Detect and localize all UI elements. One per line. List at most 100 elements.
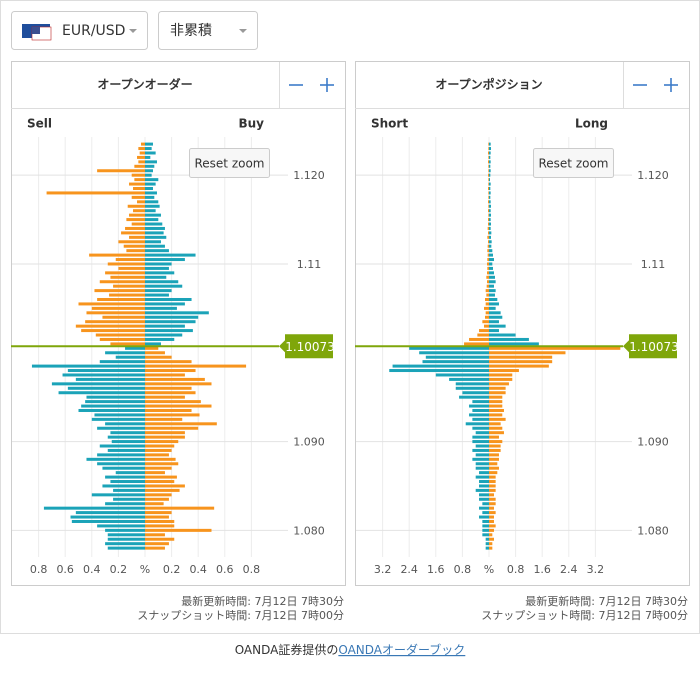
- bar: [145, 151, 156, 155]
- bar: [145, 515, 169, 519]
- bar: [145, 435, 185, 439]
- bar: [126, 218, 145, 222]
- bar: [67, 369, 145, 373]
- bar: [487, 271, 489, 275]
- bar: [489, 497, 496, 501]
- bar: [141, 142, 145, 146]
- bar: [488, 231, 489, 235]
- bar: [145, 191, 157, 195]
- bar: [145, 537, 175, 541]
- bar: [472, 440, 489, 444]
- bar: [115, 471, 145, 475]
- bar: [489, 315, 503, 319]
- bar: [137, 155, 145, 159]
- bar: [97, 524, 145, 528]
- bar: [489, 253, 493, 257]
- bar: [145, 258, 185, 262]
- bar: [485, 315, 489, 319]
- bar: [145, 142, 153, 146]
- bar: [145, 528, 212, 532]
- bar: [489, 542, 493, 546]
- bar: [489, 226, 491, 230]
- bar: [489, 413, 503, 417]
- bar: [127, 204, 145, 208]
- bar: [86, 457, 145, 461]
- bar: [488, 204, 489, 208]
- bar: [425, 355, 489, 359]
- bar: [85, 320, 145, 324]
- bar: [472, 426, 489, 430]
- bar: [472, 408, 489, 412]
- bar: [489, 493, 494, 497]
- bar: [145, 426, 199, 430]
- bar: [145, 240, 161, 244]
- x-tick-label: 0.8: [454, 563, 472, 576]
- bar: [129, 213, 145, 217]
- bar: [118, 240, 145, 244]
- bar: [479, 480, 489, 484]
- pair-label[interactable]: EUR/USD: [62, 23, 125, 39]
- bar: [105, 422, 145, 426]
- bar: [105, 528, 145, 532]
- bar: [145, 453, 169, 457]
- bar: [485, 537, 489, 541]
- bar: [489, 231, 492, 235]
- mode-select[interactable]: 非累積: [158, 11, 258, 50]
- bar: [475, 444, 489, 448]
- reset-zoom[interactable]: [189, 148, 270, 178]
- bar: [145, 160, 157, 164]
- bar: [110, 431, 145, 435]
- bar: [145, 413, 200, 417]
- bar: [482, 528, 489, 532]
- bar: [111, 440, 145, 444]
- bar: [133, 209, 145, 213]
- bar: [489, 284, 494, 288]
- bar: [145, 218, 159, 222]
- reset-zoom-label[interactable]: Reset zoom: [194, 157, 264, 171]
- bar: [489, 391, 506, 395]
- bar: [145, 444, 175, 448]
- x-tick-label: 0.8: [507, 563, 525, 576]
- bar: [489, 369, 519, 373]
- bar: [465, 422, 489, 426]
- bar: [145, 262, 172, 266]
- bar: [131, 195, 145, 199]
- x-tick-label: 0.4: [83, 563, 101, 576]
- x-tick-label: 0.2: [163, 563, 181, 576]
- bar: [115, 258, 145, 262]
- pair-select[interactable]: EUR/USD: [11, 11, 148, 50]
- bar: [489, 417, 506, 421]
- bar: [489, 173, 491, 177]
- bar: [102, 484, 145, 488]
- footer-link[interactable]: OANDAオーダーブック: [338, 642, 465, 657]
- bar: [489, 151, 491, 155]
- bar: [489, 187, 491, 191]
- bar: [472, 435, 489, 439]
- price-badge: [623, 334, 677, 359]
- mode-label[interactable]: 非累積: [170, 23, 212, 39]
- bar: [94, 289, 145, 293]
- reset-zoom[interactable]: [533, 148, 614, 178]
- bar: [469, 337, 489, 341]
- bar: [145, 400, 201, 404]
- bar: [145, 284, 183, 288]
- bar: [489, 386, 506, 390]
- bar: [145, 147, 152, 151]
- bar: [489, 457, 499, 461]
- bar: [487, 253, 489, 257]
- bar: [488, 182, 489, 186]
- panel-title: オープンポジション: [435, 77, 542, 92]
- bar: [145, 355, 172, 359]
- bar: [145, 502, 164, 506]
- select-box[interactable]: [158, 11, 258, 50]
- reset-zoom-label[interactable]: Reset zoom: [538, 157, 608, 171]
- bar: [107, 435, 145, 439]
- bar: [134, 178, 145, 182]
- bar: [489, 444, 501, 448]
- bar: [75, 511, 145, 515]
- bar: [145, 395, 185, 399]
- bar: [107, 533, 145, 537]
- bar: [488, 195, 489, 199]
- bar: [97, 453, 145, 457]
- bar: [488, 147, 489, 151]
